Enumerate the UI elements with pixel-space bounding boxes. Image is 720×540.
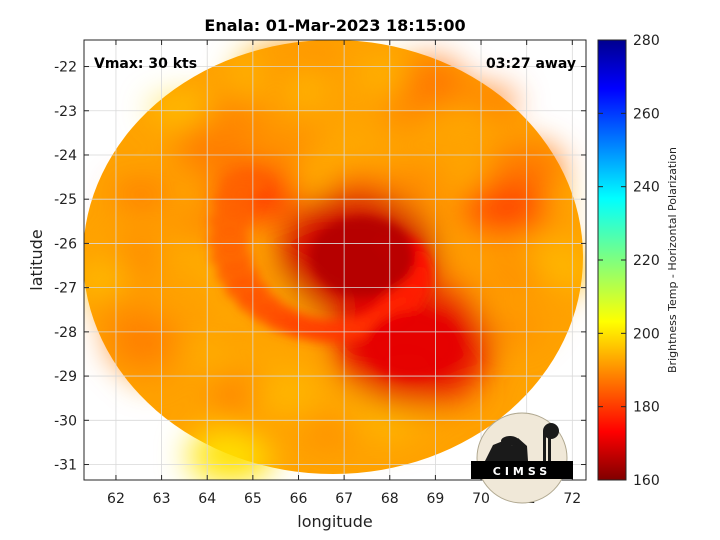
colorbar-tick-label: 180 — [633, 400, 660, 416]
x-tick-label: 62 — [107, 491, 125, 507]
eye-core — [310, 216, 415, 297]
y-tick-label: -31 — [54, 458, 77, 474]
x-tick-label: 66 — [290, 491, 308, 507]
texture-blob — [438, 101, 491, 128]
texture-blob — [114, 182, 168, 206]
colorbar-label: Brightness Temp - Horizontal Polarizatio… — [666, 147, 679, 373]
spiral-band — [206, 228, 251, 253]
cold-band — [364, 311, 461, 380]
texture-blob — [534, 255, 586, 288]
field-feature — [188, 427, 273, 480]
brightness-temperature-field — [84, 40, 586, 480]
texture-blob — [248, 385, 314, 413]
texture-blob — [257, 82, 291, 101]
texture-blob — [310, 121, 386, 166]
y-axis: -22 -23 -24 -25 -26 -27 -28 -29 -30 -31 — [54, 60, 586, 474]
spiral-band — [213, 191, 258, 216]
x-tick-label: 68 — [381, 491, 399, 507]
texture-blob — [192, 340, 225, 360]
x-tick-label: 65 — [244, 491, 262, 507]
texture-blob — [218, 340, 281, 362]
colorbar-tick-label: 220 — [633, 253, 660, 269]
texture-blob — [106, 318, 173, 367]
cimss-logo: CIMSS — [471, 412, 573, 504]
spiral-band — [209, 246, 254, 271]
texture-blob — [249, 115, 328, 159]
grid-lines — [84, 40, 586, 480]
chart-title: Enala: 01-Mar-2023 18:15:00 — [204, 16, 465, 35]
x-tick-label: 69 — [426, 491, 444, 507]
spiral-band — [208, 209, 253, 234]
spiral-band — [222, 173, 267, 198]
y-tick-label: -30 — [54, 413, 77, 429]
y-tick-label: -28 — [54, 325, 77, 341]
y-tick-label: -24 — [54, 148, 77, 164]
y-tick-label: -26 — [54, 236, 77, 252]
vmax-annotation: Vmax: 30 kts — [94, 56, 197, 72]
field-feature — [461, 180, 546, 237]
x-tick-label: 63 — [153, 491, 171, 507]
logo-building-icon — [485, 423, 559, 461]
y-tick-label: -27 — [54, 281, 77, 297]
texture-blob — [383, 99, 419, 127]
colorbar-tick-label: 240 — [633, 180, 660, 196]
texture-blob — [400, 58, 464, 109]
texture-blob — [92, 288, 154, 324]
time-offset-annotation: 03:27 away — [486, 56, 576, 72]
texture-blob — [253, 42, 313, 87]
logo-text: CIMSS — [493, 465, 551, 478]
y-axis-label: latitude — [27, 229, 46, 290]
texture-blob — [190, 139, 257, 174]
texture-blob — [472, 268, 509, 297]
colorbar-tick-label: 200 — [633, 326, 660, 342]
colorbar-tick-label: 260 — [633, 106, 660, 122]
texture-blob — [96, 241, 164, 259]
texture-blob — [379, 178, 416, 199]
x-tick-label: 67 — [335, 491, 353, 507]
colorbar-tick-label: 160 — [633, 473, 660, 489]
colorbar-tick-label: 280 — [633, 33, 660, 49]
x-tick-label: 70 — [472, 491, 490, 507]
y-tick-label: -25 — [54, 192, 77, 208]
texture-blob — [490, 308, 541, 344]
y-tick-label: -22 — [54, 60, 77, 76]
y-tick-label: -23 — [54, 104, 77, 120]
texture-blob — [214, 385, 249, 413]
colorbar-ticks: 280 260 240 220 200 180 160 — [598, 33, 660, 489]
x-axis-label: longitude — [297, 512, 372, 531]
x-tick-label: 64 — [198, 491, 216, 507]
plot-frame — [83, 39, 587, 481]
y-tick-label: -29 — [54, 369, 77, 385]
x-tick-label: 72 — [563, 491, 581, 507]
